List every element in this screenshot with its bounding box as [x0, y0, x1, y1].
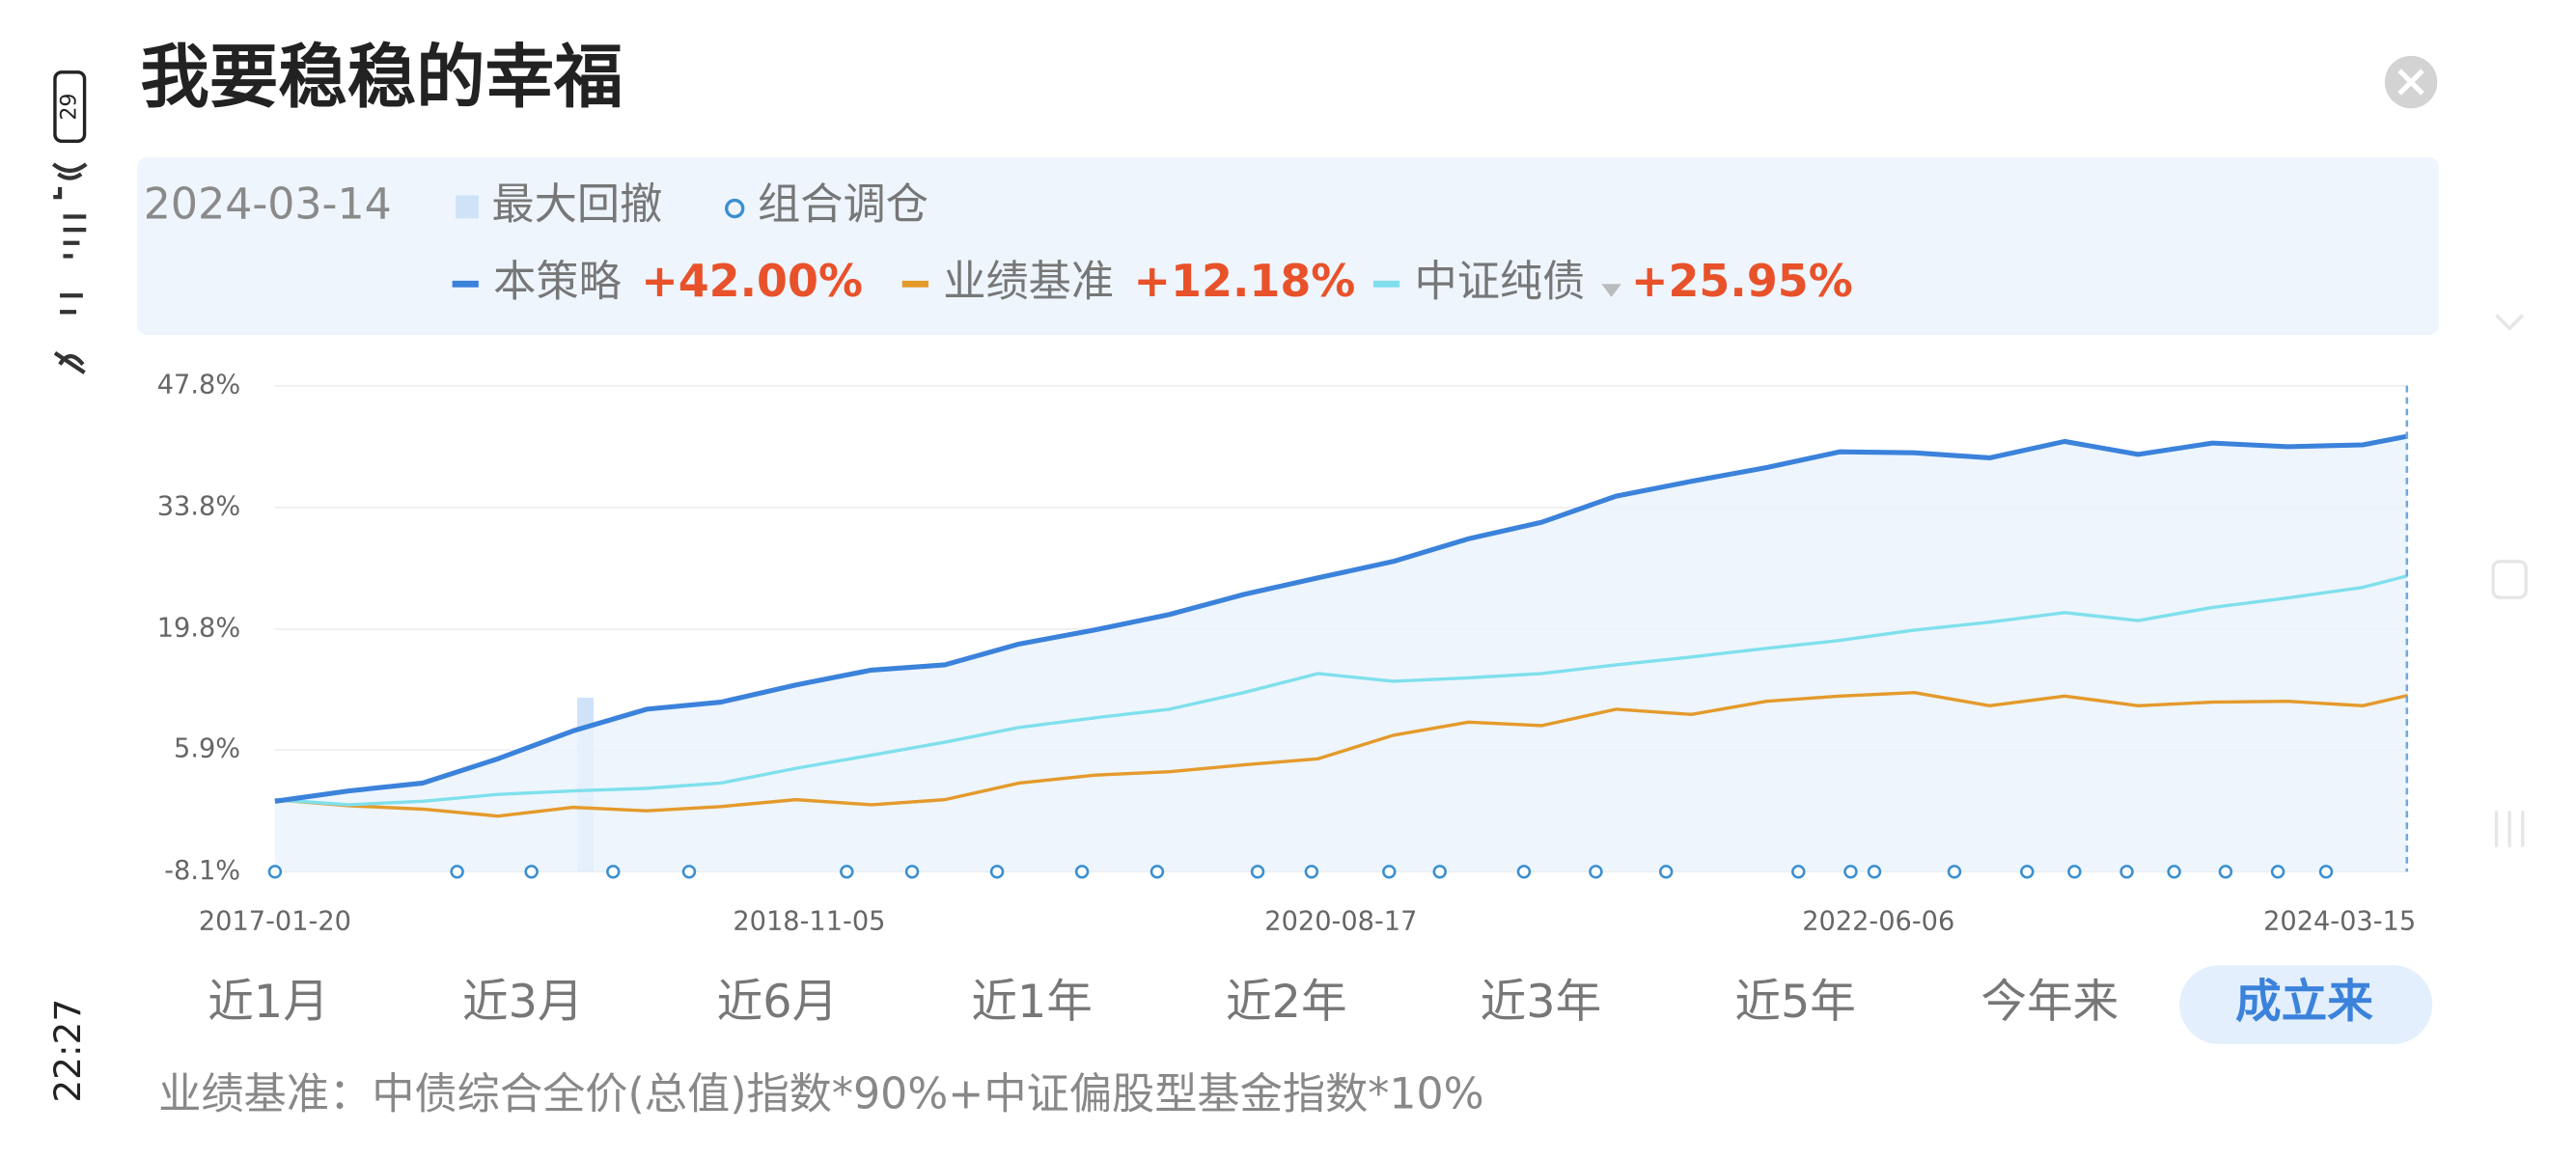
side-icon — [2494, 811, 2525, 847]
clock: 22:27 — [46, 999, 89, 1103]
rebalance-legend: 组合调仓 — [758, 179, 928, 229]
y-tick-label: 47.8% — [157, 370, 240, 400]
series-line — [274, 691, 2409, 818]
period-tab-active — [2179, 965, 2433, 1044]
x-tick-label: 2018-11-05 — [733, 907, 885, 937]
rebalance-marker — [840, 865, 854, 879]
period-tab[interactable]: 近2年 — [1226, 976, 1347, 1029]
rebalance-marker — [1250, 865, 1265, 879]
series-line — [274, 573, 2409, 807]
period-tab[interactable]: 近1月 — [208, 976, 329, 1029]
rebalance-marker — [1843, 865, 1858, 879]
rebalance-marker — [989, 865, 1005, 879]
rebalance-marker — [904, 865, 920, 879]
legend-change: +12.18% — [1134, 255, 1356, 307]
battery-level: 29 — [57, 94, 82, 121]
x-tick-label: 2024-03-15 — [2263, 907, 2416, 937]
status-bar: 29 22:27 — [46, 70, 89, 1103]
side-icon — [2491, 560, 2528, 599]
x-tick-label: 2022-06-06 — [1802, 907, 1954, 937]
y-tick-label: 33.8% — [157, 491, 240, 521]
selected-date: 2024-03-14 — [144, 179, 392, 229]
rebalance-marker — [2067, 865, 2082, 879]
y-tick-label: 19.8% — [157, 613, 240, 643]
rebalance-marker — [2270, 865, 2285, 879]
rebalance-marker — [450, 865, 464, 879]
rebalance-marker — [1947, 865, 1962, 879]
rebalance-marker — [606, 865, 621, 879]
period-tab[interactable]: 成立来 — [2235, 976, 2373, 1029]
rebalance-marker — [267, 865, 283, 879]
strategy-area — [274, 435, 2408, 872]
rebalance-marker — [1791, 865, 1806, 879]
rebalance-marker — [2318, 865, 2334, 879]
info-panel — [137, 157, 2439, 336]
rebalance-marker — [1867, 865, 1882, 879]
period-tab[interactable]: 近6月 — [717, 976, 839, 1029]
period-tab[interactable]: 近3年 — [1481, 976, 1602, 1029]
side-icon — [2495, 314, 2524, 331]
page-title: 我要稳稳的幸福 — [140, 38, 623, 118]
rebalance-marker — [1382, 865, 1397, 879]
rebalance-marker — [2020, 865, 2035, 879]
legend-change: +42.00% — [641, 255, 863, 307]
drawdown-swatch — [456, 195, 479, 219]
legend-label: 业绩基准 — [943, 257, 1114, 306]
period-tab[interactable]: 近1年 — [971, 976, 1093, 1029]
signal-icons — [51, 162, 88, 374]
period-tab[interactable]: 近5年 — [1734, 976, 1856, 1029]
rebalance-marker — [1516, 865, 1532, 879]
close-button[interactable] — [2384, 55, 2438, 109]
rebalance-marker — [2218, 865, 2233, 879]
drawdown-legend: 最大回撤 — [491, 179, 662, 229]
rebalance-marker — [2119, 865, 2134, 879]
footnote: 业绩基准：中债综合全价(总值)指数*90%+中证偏股型基金指数*10% — [158, 1069, 1484, 1118]
x-tick-label: 2020-08-17 — [1264, 907, 1417, 937]
rebalance-marker — [1150, 865, 1165, 879]
legend-label: 中证纯债 — [1414, 257, 1585, 306]
series-line — [274, 433, 2409, 804]
rebalance-marker — [681, 865, 697, 879]
period-tab[interactable]: 近3月 — [462, 976, 584, 1029]
rebalance-swatch — [725, 198, 745, 219]
rebalance-marker — [1074, 865, 1090, 879]
y-tick-label: -8.1% — [164, 856, 240, 886]
rebalance-marker — [524, 865, 539, 879]
rebalance-marker — [1432, 865, 1447, 879]
legend-change: +25.95% — [1631, 255, 1853, 307]
rebalance-marker — [1589, 865, 1603, 879]
dropdown-icon — [1601, 284, 1621, 297]
x-tick-label: 2017-01-20 — [199, 907, 351, 937]
rebalance-marker — [2167, 865, 2181, 879]
legend-label: 本策略 — [493, 257, 622, 306]
y-tick-label: 5.9% — [174, 734, 240, 764]
battery-icon — [53, 70, 87, 143]
period-tab[interactable]: 今年来 — [1980, 976, 2119, 1029]
rebalance-marker — [1304, 865, 1319, 879]
rebalance-marker — [1658, 865, 1674, 879]
